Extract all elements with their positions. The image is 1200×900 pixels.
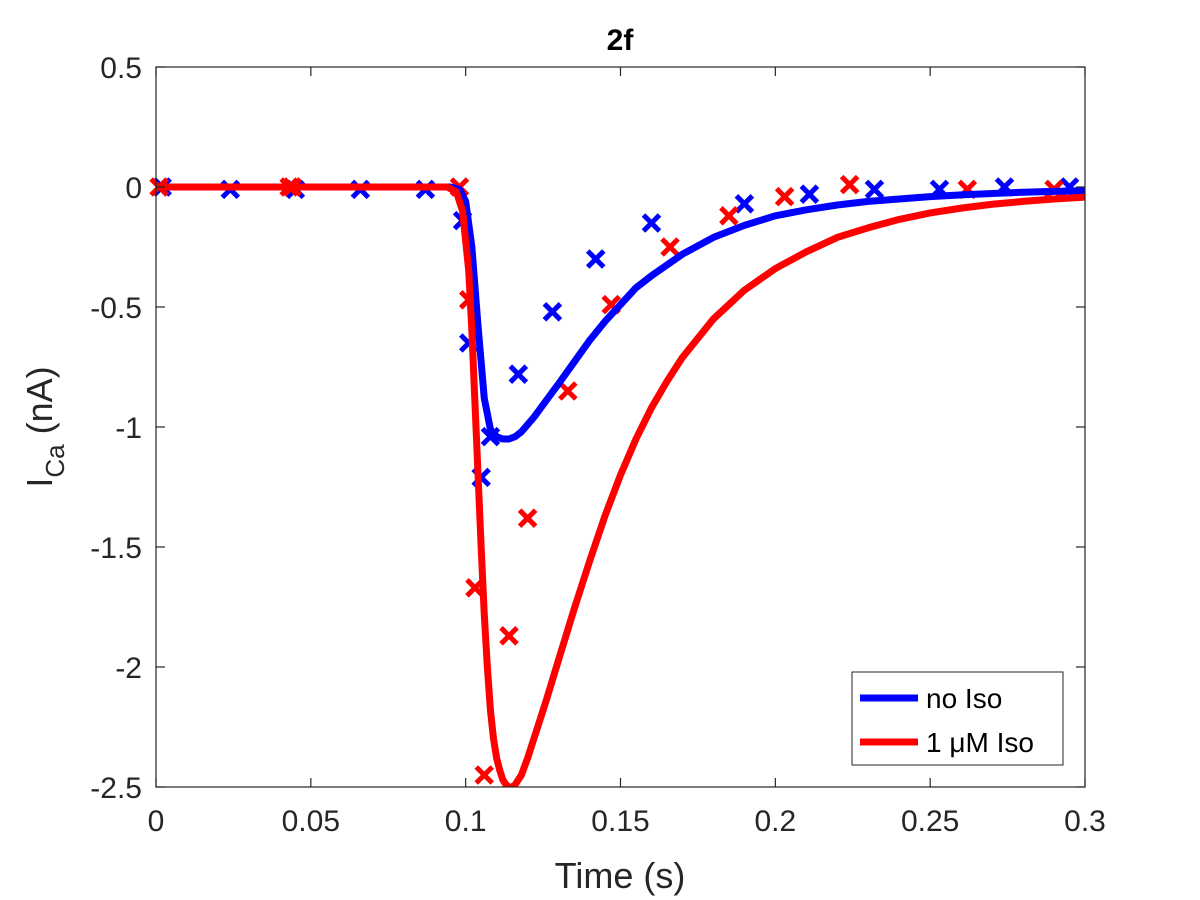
x-tick-label: 0.15	[591, 805, 649, 838]
legend: no Iso 1 μM Iso	[851, 671, 1064, 766]
data-point-marker	[774, 186, 795, 207]
x-tick-label: 0.2	[754, 805, 796, 838]
axes-box	[155, 66, 1086, 788]
y-tick-label: 0	[125, 172, 142, 205]
data-point-marker	[517, 508, 538, 528]
y-axis-label-unit: (nA)	[19, 366, 60, 444]
x-tick-label: 0.1	[445, 805, 487, 838]
x-tick-label: 0	[148, 805, 165, 838]
legend-label-iso: 1 μM Iso	[926, 727, 1034, 758]
y-tick-label: -2.5	[90, 772, 142, 805]
data-point-marker	[508, 364, 529, 384]
y-tick-label: -1	[115, 412, 142, 445]
data-point-marker	[474, 765, 495, 785]
data-point-marker	[499, 626, 519, 646]
y-tick-label: -1.5	[90, 532, 142, 565]
x-tick-label: 0.25	[901, 805, 959, 838]
y-axis-label: ICa (nA)	[19, 366, 70, 487]
y-tick-label: -0.5	[90, 292, 142, 325]
x-axis-label: Time (s)	[555, 855, 686, 896]
data-point-marker	[585, 249, 606, 269]
axis-ticks: 0 0.05 0.1 0.15 0.2 0.25 0.3 0.5 0 -0.5 -1 -1.5 -2 -2…	[90, 52, 1106, 838]
data-point-marker	[660, 237, 680, 257]
y-axis-label-main: I	[19, 478, 60, 488]
data-point-marker	[542, 302, 563, 322]
x-tick-label: 0.3	[1064, 805, 1106, 838]
series-line-1	[156, 183, 1085, 787]
y-axis-label-subscript: Ca	[40, 444, 70, 478]
legend-label-no-iso: no Iso	[926, 683, 1002, 714]
x-tick-label: 0.05	[282, 805, 340, 838]
data-point-marker	[839, 174, 860, 195]
legend-box	[851, 671, 1064, 766]
data-point-marker	[864, 179, 885, 200]
plot-area	[149, 174, 1085, 787]
data-point-marker	[734, 194, 755, 214]
series-line-0	[156, 183, 1085, 443]
y-tick-label: -2	[115, 652, 142, 685]
data-point-marker	[558, 381, 578, 401]
data-point-marker	[719, 206, 739, 226]
chart-title: 2f	[607, 24, 635, 57]
y-tick-label: 0.5	[100, 52, 142, 85]
data-point-marker	[799, 184, 820, 204]
data-point-marker	[641, 213, 662, 233]
